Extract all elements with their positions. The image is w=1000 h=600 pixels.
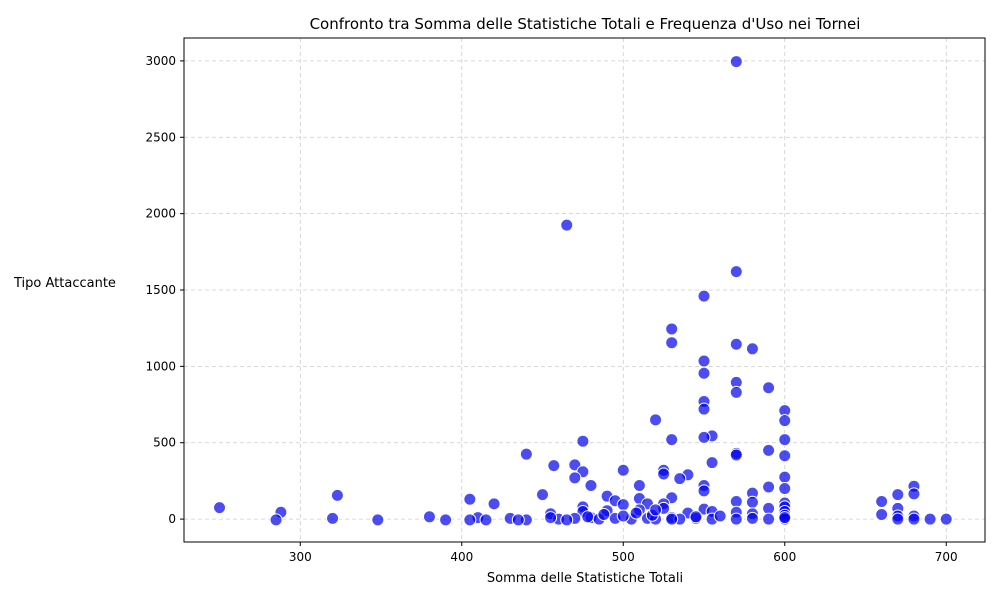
data-point (632, 478, 646, 492)
data-point (729, 385, 743, 399)
data-point (697, 289, 711, 303)
data-point (213, 501, 227, 515)
data-point (330, 488, 344, 502)
x-tick-label: 500 (612, 550, 635, 564)
data-point (705, 456, 719, 470)
data-point (778, 470, 792, 484)
data-point (560, 513, 574, 527)
axis-ticks: 300 400 500 600 700 0 500 1000 1500 2000 2500 3000 (145, 54, 957, 564)
data-point (616, 463, 630, 477)
data-point (729, 55, 743, 69)
data-point (616, 498, 630, 512)
x-tick-label: 400 (450, 550, 473, 564)
data-point (891, 512, 905, 526)
data-point (778, 449, 792, 463)
data-point (665, 322, 679, 336)
data-point (697, 366, 711, 380)
data-point (762, 443, 776, 457)
data-point (544, 511, 558, 525)
data-point (875, 508, 889, 522)
y-tick-label: 2500 (145, 130, 176, 144)
y-tick-label: 2000 (145, 207, 176, 221)
data-point (568, 471, 582, 485)
data-point (629, 506, 643, 520)
data-point (422, 510, 436, 524)
data-point (665, 433, 679, 447)
data-point (729, 448, 743, 462)
data-point (907, 487, 921, 501)
data-point (584, 478, 598, 492)
data-point (269, 513, 283, 527)
y-tick-label: 0 (168, 512, 176, 526)
chart-title: Confronto tra Somma delle Statistiche To… (310, 15, 861, 33)
data-point (519, 447, 533, 461)
data-point (536, 488, 550, 502)
data-point (616, 509, 630, 523)
data-point (729, 265, 743, 279)
data-point (326, 511, 340, 525)
x-axis-label: Somma delle Statistiche Totali (487, 571, 683, 586)
data-point (875, 495, 889, 509)
data-point (907, 512, 921, 526)
data-point (463, 513, 477, 527)
data-point (581, 510, 595, 524)
data-point (673, 472, 687, 486)
y-axis-label: Tipo Attaccante (13, 276, 116, 291)
data-point (778, 482, 792, 496)
data-point (371, 513, 385, 527)
data-points (213, 55, 953, 527)
data-point (697, 484, 711, 498)
data-point (463, 492, 477, 506)
y-tick-label: 3000 (145, 54, 176, 68)
data-point (439, 513, 453, 527)
data-point (762, 480, 776, 494)
data-point (713, 509, 727, 523)
data-point (745, 495, 759, 509)
x-tick-label: 600 (773, 550, 796, 564)
y-tick-label: 1000 (145, 359, 176, 373)
data-point (665, 336, 679, 350)
data-point (697, 430, 711, 444)
data-point (891, 488, 905, 502)
data-point (745, 342, 759, 356)
x-tick-label: 300 (289, 550, 312, 564)
data-point (778, 414, 792, 428)
data-point (511, 513, 525, 527)
data-point (923, 512, 937, 526)
data-point (487, 497, 501, 511)
data-point (939, 512, 953, 526)
data-point (649, 503, 663, 517)
data-point (657, 467, 671, 481)
data-point (689, 510, 703, 524)
data-point (547, 459, 561, 473)
data-point (649, 413, 663, 427)
data-point (697, 354, 711, 368)
data-point (778, 433, 792, 447)
y-tick-label: 1500 (145, 283, 176, 297)
data-point (665, 512, 679, 526)
x-tick-label: 700 (935, 550, 958, 564)
data-point (729, 337, 743, 351)
data-point (762, 381, 776, 395)
data-point (597, 508, 611, 522)
data-point (745, 511, 759, 525)
data-point (762, 512, 776, 526)
data-point (576, 434, 590, 448)
data-point (560, 218, 574, 232)
data-point (479, 513, 493, 527)
data-point (729, 512, 743, 526)
data-point (778, 511, 792, 525)
y-tick-label: 500 (153, 436, 176, 450)
data-point (697, 402, 711, 416)
